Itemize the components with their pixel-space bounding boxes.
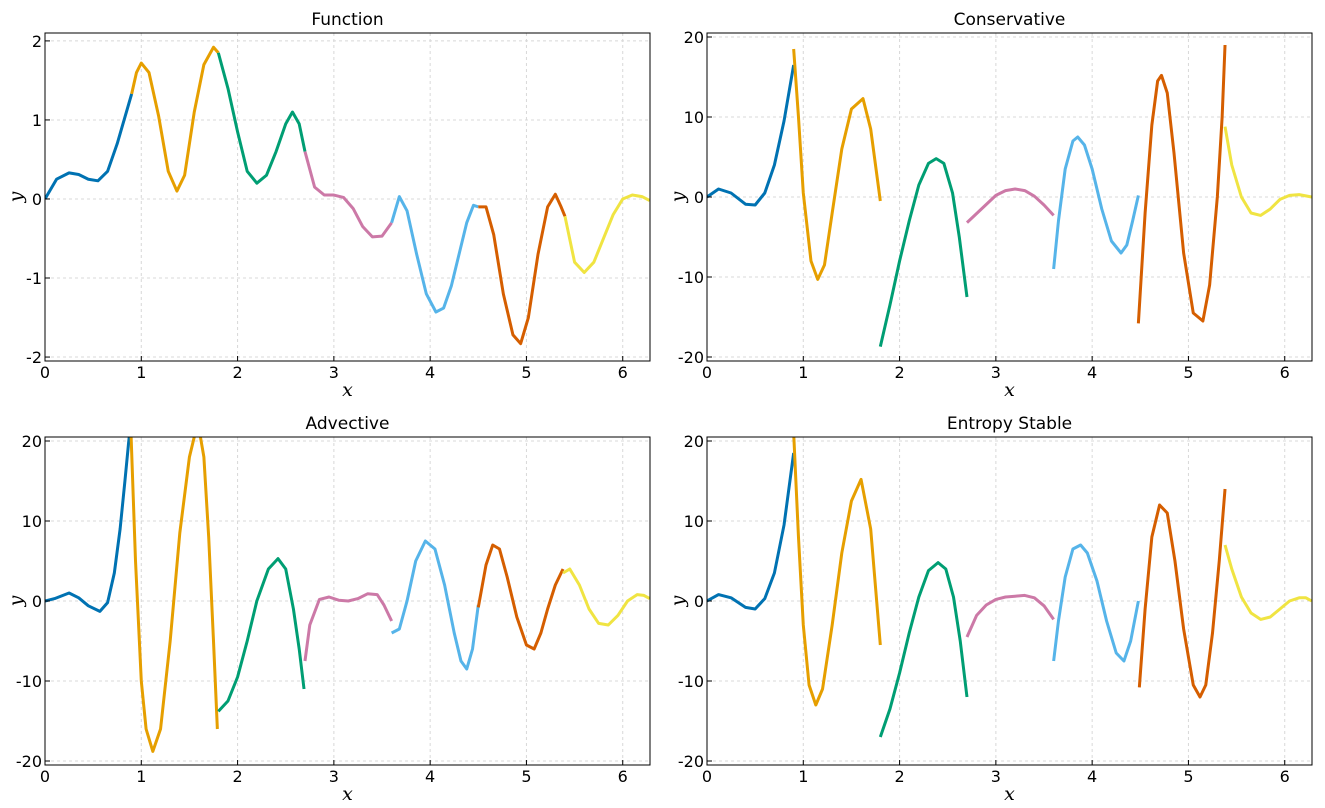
series-line-5 xyxy=(1052,543,1140,663)
x-tick-label: 5 xyxy=(521,363,531,382)
series-line-7 xyxy=(562,567,650,627)
y-tick-label: 10 xyxy=(684,512,704,531)
series-line-1 xyxy=(45,93,134,200)
y-tick-label: 10 xyxy=(22,512,42,531)
x-tick-label: 1 xyxy=(136,363,146,382)
plot-frame xyxy=(44,32,651,362)
series-line-6 xyxy=(476,543,565,651)
x-tick-label: 6 xyxy=(1280,363,1290,382)
y-axis-label: y xyxy=(5,595,27,607)
panel-function: 0 1 2 3 4 5 6 -2 -1 0 1 2 Function x y xyxy=(0,0,662,404)
series-line-6 xyxy=(478,192,567,346)
y-tick-label: 0 xyxy=(32,592,42,611)
series-line-6 xyxy=(1137,488,1227,699)
y-tick-label: 1 xyxy=(32,111,42,130)
x-tick-label: 1 xyxy=(798,767,808,786)
x-tick-label: 5 xyxy=(1183,363,1193,382)
chart-title: Function xyxy=(311,10,383,30)
series-line-3 xyxy=(878,561,969,738)
series-line-6 xyxy=(1136,44,1227,324)
series-line-4 xyxy=(965,593,1055,638)
x-tick-label: 4 xyxy=(425,363,435,382)
x-tick-label: 0 xyxy=(702,767,712,786)
x-tick-label: 3 xyxy=(991,767,1001,786)
x-tick-label: 3 xyxy=(991,363,1001,382)
series-line-4 xyxy=(303,151,393,239)
y-tick-label: 0 xyxy=(694,592,704,611)
x-tick-label: 6 xyxy=(618,767,628,786)
y-axis-label: y xyxy=(667,595,689,607)
series-line-2 xyxy=(792,48,882,281)
y-tick-label: 10 xyxy=(684,108,704,127)
y-tick-label: 0 xyxy=(32,190,42,209)
series-line-3 xyxy=(878,157,969,347)
x-tick-label: 5 xyxy=(521,767,531,786)
y-tick-label: 2 xyxy=(32,32,42,51)
x-axis-label: x xyxy=(342,379,353,401)
series-line-3 xyxy=(216,52,307,185)
chart-title: Entropy Stable xyxy=(947,414,1072,434)
y-tick-label: -20 xyxy=(16,752,42,771)
x-tick-label: 4 xyxy=(1087,363,1097,382)
y-axis-label: y xyxy=(667,191,689,203)
chart-title: Conservative xyxy=(954,10,1066,30)
series-line-7 xyxy=(1223,544,1312,621)
x-tick-label: 2 xyxy=(894,767,904,786)
x-tick-label: 1 xyxy=(798,363,808,382)
chart-conservative: 0 1 2 3 4 5 6 -20 -10 0 10 20 Conservative x y xyxy=(667,10,1313,401)
x-axis-label: x xyxy=(342,783,353,805)
y-tick-label: -10 xyxy=(678,672,704,691)
x-tick-label: 4 xyxy=(425,767,435,786)
series-line-7 xyxy=(563,193,650,274)
y-axis-label: y xyxy=(5,191,27,203)
x-tick-label: 6 xyxy=(1280,767,1290,786)
y-tick-label: 0 xyxy=(694,188,704,207)
chart-entropy-stable: 0 1 2 3 4 5 6 -20 -10 0 10 20 Entropy Stable x y xyxy=(667,414,1313,805)
series-line-5 xyxy=(390,195,479,314)
series-line-5 xyxy=(1052,135,1140,270)
x-tick-label: 6 xyxy=(618,363,628,382)
series-line-2 xyxy=(130,45,220,193)
chart-title: Advective xyxy=(306,414,390,434)
y-tick-label: 20 xyxy=(684,432,704,451)
x-tick-label: 3 xyxy=(329,363,339,382)
chart-function: 0 1 2 3 4 5 6 -2 -1 0 1 2 Function x y xyxy=(5,10,651,401)
x-tick-label: 2 xyxy=(232,767,242,786)
x-tick-label: 0 xyxy=(702,363,712,382)
series-line-3 xyxy=(217,557,306,713)
series-line-7 xyxy=(1223,126,1312,217)
chart-advective: 0 1 2 3 4 5 6 -20 -10 0 10 20 Advective x y xyxy=(5,414,651,805)
x-tick-label: 2 xyxy=(232,363,242,382)
series-line-1 xyxy=(45,437,131,613)
x-tick-label: 3 xyxy=(329,767,339,786)
panel-conservative: 0 1 2 3 4 5 6 -20 -10 0 10 20 Conservative x y xyxy=(662,0,1324,404)
y-tick-label: -10 xyxy=(678,268,704,287)
x-tick-label: 0 xyxy=(40,767,50,786)
series-line-2 xyxy=(792,437,882,707)
series-line-4 xyxy=(965,187,1055,224)
x-axis-label: x xyxy=(1004,783,1015,805)
panel-entropy-stable: 0 1 2 3 4 5 6 -20 -10 0 10 20 Entropy Stable x y xyxy=(662,404,1324,808)
x-tick-label: 2 xyxy=(894,363,904,382)
y-tick-label: -20 xyxy=(678,752,704,771)
series-line-5 xyxy=(390,539,480,671)
y-tick-label: -2 xyxy=(26,348,42,367)
x-tick-label: 5 xyxy=(1183,767,1193,786)
x-tick-label: 0 xyxy=(40,363,50,382)
y-tick-label: 20 xyxy=(22,432,42,451)
y-tick-label: -1 xyxy=(26,269,42,288)
y-tick-label: -10 xyxy=(16,672,42,691)
series-line-1 xyxy=(707,64,796,207)
y-tick-label: 20 xyxy=(684,28,704,47)
x-axis-label: x xyxy=(1004,379,1015,401)
x-tick-label: 4 xyxy=(1087,767,1097,786)
series-line-4 xyxy=(303,592,393,662)
panel-advective: 0 1 2 3 4 5 6 -20 -10 0 10 20 Advective x y xyxy=(0,404,662,808)
x-tick-label: 1 xyxy=(136,767,146,786)
y-tick-label: -20 xyxy=(678,348,704,367)
series-line-2 xyxy=(129,437,219,753)
series-line-1 xyxy=(707,452,796,611)
